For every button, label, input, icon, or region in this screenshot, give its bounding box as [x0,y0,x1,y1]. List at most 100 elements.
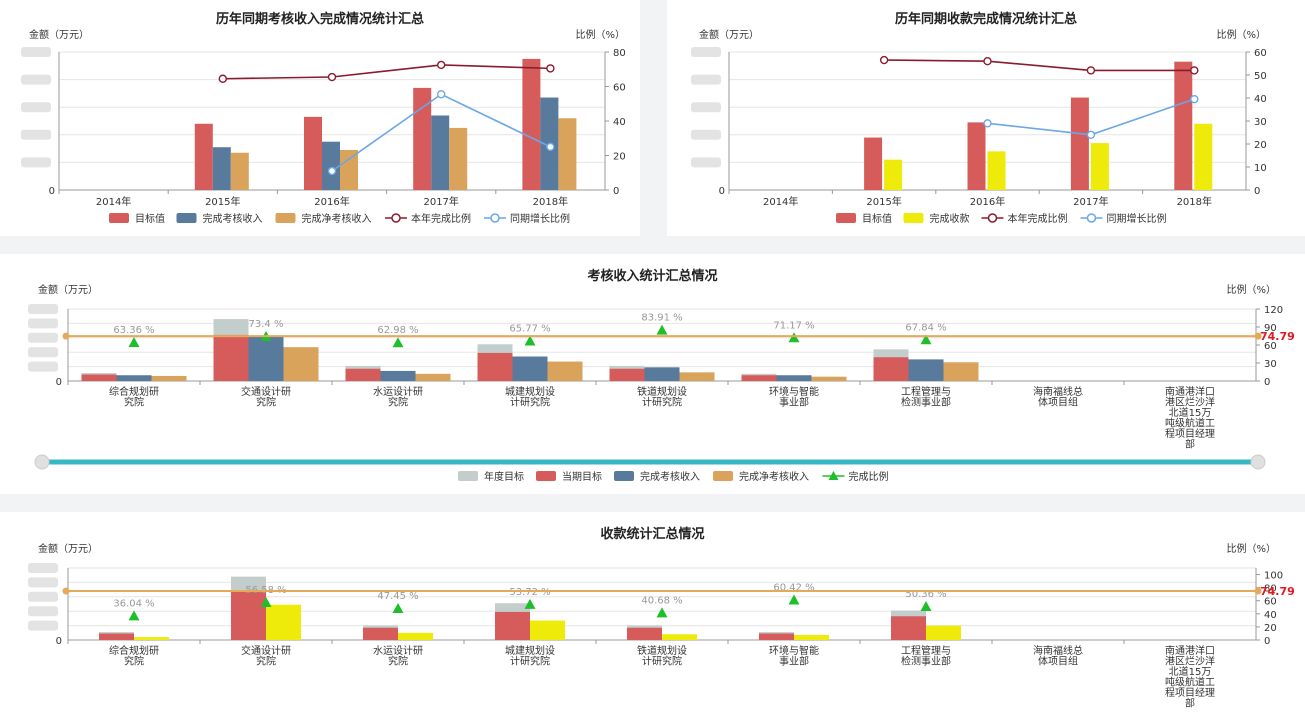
current-target-bar [873,357,909,381]
x-tick-label: 2017年 [1073,195,1108,208]
chart-title: 历年同期收款完成情况统计汇总 [894,12,1077,27]
bar-2 [322,141,340,190]
series-point [1190,94,1199,104]
legend-label: 完成净考核收入 [739,470,809,483]
x-tick-label: 究院 [388,396,408,409]
right-tick-label: 30 [1264,359,1277,370]
legend-swatch [836,213,856,223]
legend-swatch [275,213,296,223]
legend-label: 完成净考核收入 [302,212,372,225]
x-tick-label: 北道15万 [1169,665,1212,678]
bar-2 [1194,123,1213,190]
bar-3 [558,118,577,190]
right-tick-label: 0 [1264,636,1270,647]
x-tick-label: 水运设计研 [373,385,423,398]
ratio-marker [920,601,932,612]
redacted-tick [28,332,58,343]
legend-swatch [987,213,998,223]
bar-1 [304,116,322,190]
x-tick-label: 综合规划研 [109,385,159,398]
current-target-bar [627,627,662,640]
x-tick-label: 南通港洋口 [1165,385,1215,398]
chart-title: 收款统计汇总情况 [600,527,705,542]
x-tick-label: 究院 [124,396,144,409]
ratio-label: 53.72 % [509,587,550,598]
ratio-label: 47.45 % [377,591,418,602]
legend-label: 完成考核收入 [640,470,700,483]
average-line-end [1254,587,1262,595]
series-point [546,142,555,152]
legend-swatch [713,471,733,481]
current-target-bar [345,368,381,381]
series-point [983,119,992,128]
x-tick-label: 2016年 [970,195,1005,208]
series-point [327,72,337,82]
legend-label: 当期目标 [562,470,602,483]
series-point [218,74,228,83]
legend-swatch [109,213,129,223]
x-tick-label: 体项目组 [1038,655,1078,668]
redacted-tick [21,102,51,113]
left-axis-title: 金额（万元） [699,28,759,41]
x-tick-label: 海南福线总 [1033,644,1083,657]
right-tick-label: 40 [1264,610,1277,621]
bar-2 [679,372,715,381]
ratio-marker [656,607,668,618]
bar-1 [413,87,432,190]
right-tick-label: 20 [1254,140,1267,151]
right-tick-label: 60 [613,83,626,94]
ratio-label: 71.17 % [773,320,814,331]
zoom-slider-handle-right[interactable] [1250,454,1266,470]
redacted-tick [691,47,721,57]
right-tick-label: 90 [1264,323,1277,334]
zoom-slider-handle-left[interactable] [34,454,50,470]
ratio-label: 65.77 % [509,324,550,335]
x-tick-label: 2018年 [1177,195,1212,208]
bar-3 [449,127,468,190]
left-axis-title: 金额（万元） [29,28,89,41]
series-line [222,64,551,80]
redacted-tick [21,74,51,85]
right-tick-label: 10 [1254,163,1267,174]
ratio-label: 50.36 % [905,589,946,600]
bar-1 [864,137,883,190]
x-tick-label: 究院 [388,655,408,668]
series-point [1086,66,1096,75]
x-tick-label: 部 [1185,438,1195,451]
right-tick-label: 100 [1264,571,1283,582]
average-line-end [1254,332,1262,340]
ratio-label: 36.04 % [113,598,154,609]
current-target-bar [213,334,249,381]
current-target-bar [81,374,117,381]
chart-panel-income-summary: 考核收入统计汇总情况 0 金额（万元） 比例（%） 120 90 60 30 0 综合规划研 究院… [0,254,1305,494]
bar-2 [431,115,450,190]
x-tick-label: 城建规划设 [505,385,555,398]
x-tick-label: 究院 [124,655,144,668]
legend-swatch [458,471,478,481]
bar-1 [1174,61,1193,190]
bar-2 [151,375,187,381]
x-tick-label: 体项目组 [1038,396,1078,409]
average-line-start [62,587,70,595]
right-tick-label: 40 [1254,94,1267,105]
income-history-chart: 0 金额（万元） 比例（%） 80 60 40 20 0 2014年 2015年 2016年 2017… [21,28,626,225]
x-tick-label: 吨级航道工 [1165,676,1215,689]
x-tick-label: 计研究院 [510,655,550,668]
right-tick-label: 80 [1264,584,1277,595]
legend-swatch [903,213,924,223]
ratio-marker [260,596,272,607]
bar-1 [644,367,680,381]
ratio-label: 63.36 % [113,325,154,336]
x-tick-label: 港区烂沙洋 [1165,655,1215,668]
x-tick-label: 海南福线总 [1033,385,1083,398]
x-tick-label: 究院 [256,655,276,668]
legend-swatch [614,471,634,481]
x-tick-label: 铁道规划设 [637,385,687,398]
average-label: 74.79 [1260,585,1295,598]
average-line-start [62,332,70,340]
current-target-bar [477,352,513,381]
right-tick-label: 60 [1264,341,1277,352]
bar-1 [380,370,416,381]
